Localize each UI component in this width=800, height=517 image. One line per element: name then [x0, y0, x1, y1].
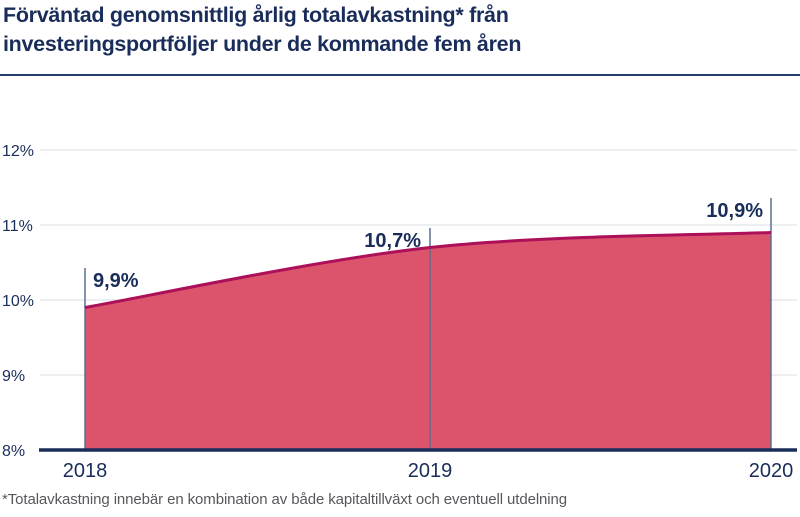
- x-tick-label: 2019: [408, 460, 453, 482]
- y-tick-label: 11%: [2, 218, 33, 235]
- chart-title-line-2: investeringsportföljer under de kommande…: [3, 32, 522, 56]
- x-tick-label: 2018: [63, 460, 108, 482]
- point-label-2018: 9,9%: [93, 270, 139, 292]
- point-label-2019: 10,7%: [364, 230, 421, 252]
- point-label-2020: 10,9%: [706, 200, 763, 222]
- title-divider: [0, 74, 800, 76]
- y-tick-label: 10%: [2, 293, 34, 310]
- chart-title: Förväntad genomsnittlig årlig totalavkas…: [3, 1, 521, 59]
- x-tick-label: 2020: [749, 460, 794, 482]
- y-tick-label: 8%: [2, 443, 25, 460]
- chart-footnote: *Totalavkastning innebär en kombination …: [2, 491, 568, 508]
- chart-title-line-1: Förväntad genomsnittlig årlig totalavkas…: [3, 3, 509, 27]
- area-line: [84, 231, 772, 309]
- area-fill: [85, 232, 771, 451]
- y-tick-label: 12%: [2, 143, 34, 160]
- y-tick-label: 9%: [2, 368, 25, 385]
